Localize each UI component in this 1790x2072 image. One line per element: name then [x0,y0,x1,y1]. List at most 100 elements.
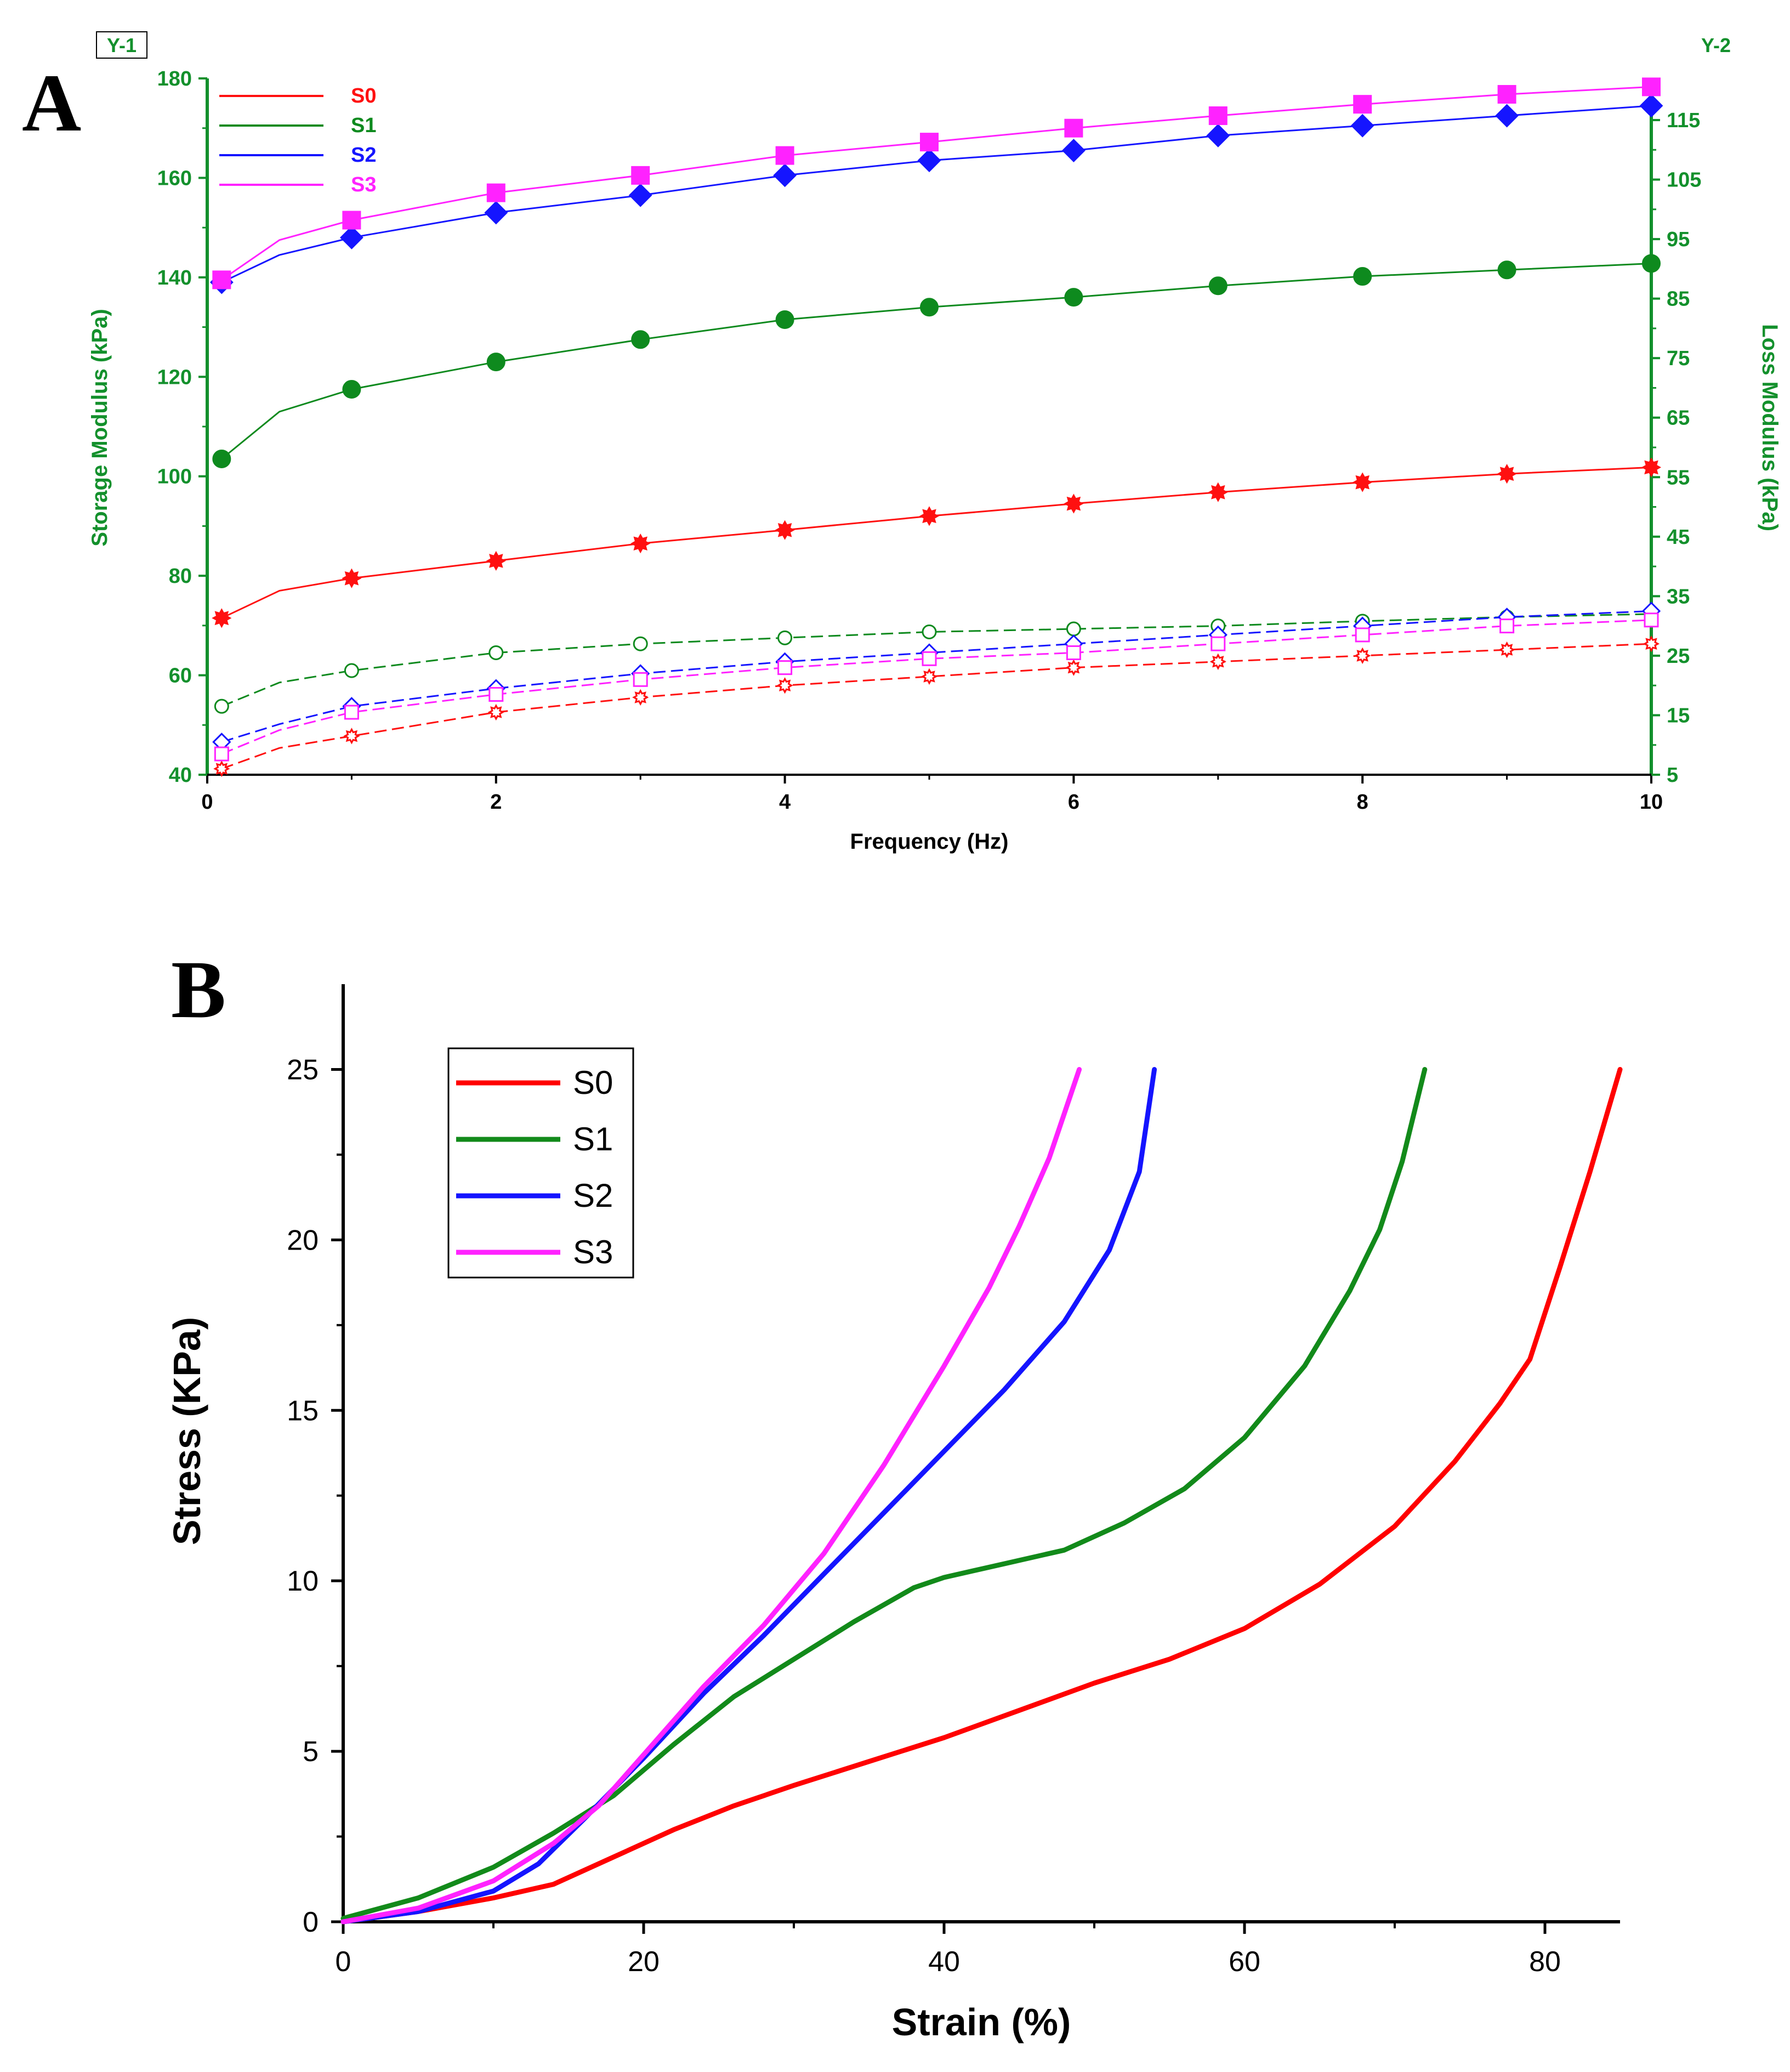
a-data-point-s1-storage [1064,288,1083,307]
a-y1-axis-title: Storage Modulus (kPa) [88,309,112,546]
a-data-point-s1-storage [775,310,794,329]
a-legend: S0 S1 S2 S3 [219,84,376,196]
a-data-point-s2-storage [917,149,941,173]
a-legend-label-s2: S2 [351,144,376,167]
a-y2-tick-label: 15 [1667,704,1690,727]
a-data-point-s1-loss [488,645,504,660]
a-y1-tick-label: 100 [157,466,192,489]
a-x-tick-label: 2 [490,791,502,814]
a-data-point-s1-storage [1642,254,1661,273]
a-data-point-s0-loss [343,728,360,745]
a-series-line-s3-storage [221,86,1652,281]
a-y2-tick-label: 75 [1667,347,1690,370]
a-x-tick-label: 8 [1357,791,1368,814]
a-y2-tick-label: 55 [1667,466,1690,489]
a-data-point-s0-storage [1641,457,1662,478]
b-ticks: 0 20 40 60 80 0 5 10 15 20 25 [287,1054,1561,1978]
a-y2-tick-label: 25 [1667,645,1690,668]
a-data-point-s0-storage [775,520,795,540]
b-y-tick-label: 15 [287,1395,319,1427]
b-legend-label-s1: S1 [573,1121,613,1157]
b-legend-label-s2: S2 [573,1177,613,1214]
a-x-axis-title: Frequency (Hz) [850,830,1009,854]
a-data-point-s2-storage [1206,123,1230,147]
a-series-line-s0-storage [221,466,1652,619]
a-data-point-s0-loss [1209,653,1226,670]
a-data-point-s0-storage [212,608,232,628]
b-series-line-s0 [340,1067,1623,1925]
a-series-line-s1-storage [221,263,1652,460]
a-y2-tick-label: 35 [1667,585,1690,608]
a-data-point-s1-loss [777,630,793,645]
a-y2-tick-label: 5 [1667,764,1678,787]
a-series-line-s2-storage [221,105,1652,283]
b-series-line-s3 [340,1067,1082,1925]
a-data-point-s3-loss [1644,612,1659,628]
a-data-point-s0-storage [342,568,362,588]
b-y-tick-label: 25 [287,1054,319,1086]
a-data-point-s0-storage [1353,472,1373,492]
panel-a-letter: A [22,58,81,149]
b-series-line-s2 [340,1067,1157,1925]
a-data-point-s1-loss [344,663,359,678]
b-x-tick-label: 0 [336,1946,351,1978]
a-data-point-s0-loss [776,677,793,694]
a-data-point-s3-storage [1208,106,1228,126]
a-data-point-s3-loss [1066,645,1081,660]
a-y1-tick-label: 120 [157,366,192,389]
b-y-tick-label: 5 [303,1736,319,1768]
a-data-point-s1-loss [1066,621,1081,637]
a-data-point-s2-storage [628,183,652,207]
b-x-tick-label: 60 [1229,1946,1260,1978]
a-data-point-s0-loss [1354,647,1371,665]
a-data-point-s0-loss [1643,635,1660,652]
a-data-point-s3-storage [342,211,361,230]
a-data-point-s3-loss [1499,618,1515,634]
a-series-markers [209,77,1663,777]
b-legend-box [447,1047,634,1279]
y1-tag: Y-1 [107,34,137,56]
a-data-point-s1-loss [922,624,937,639]
a-y2-axis-title: Loss Modulus (kPa) [1758,324,1782,531]
panel-a-chart: A Y-1 Y-2 0 2 4 6 8 10 40 60 80 100 120 140 160 180 5 1… [22,31,1782,854]
a-y1-tick-label: 40 [169,764,192,787]
a-data-point-s0-storage [486,550,506,571]
a-data-point-s3-loss [214,746,229,762]
a-x-tick-label: 4 [779,791,791,814]
a-data-point-s1-storage [1353,267,1372,286]
a-data-point-s3-loss [633,672,648,687]
a-y2-tick-label: 105 [1667,169,1701,192]
a-legend-label-s1: S1 [351,114,376,137]
a-data-point-s0-storage [919,506,940,526]
a-y1-tick-label: 140 [157,266,192,289]
a-y1-tick-label: 80 [169,565,192,588]
a-data-point-s3-storage [631,166,650,185]
b-series-line-s1 [340,1067,1428,1921]
b-y-axis-title: Stress (KPa) [166,1317,208,1545]
a-data-point-s2-storage [773,163,797,188]
a-y2-tick-label: 115 [1667,109,1700,132]
a-y2-tick-label: 65 [1667,407,1690,430]
a-data-point-s1-storage [486,353,505,372]
b-series-lines [340,1067,1623,1925]
a-y2-tick-label: 85 [1667,288,1690,311]
a-data-point-s3-loss [1211,636,1226,651]
b-legend: S0 S1 S2 S3 [447,1047,634,1279]
a-y2-tick-label: 95 [1667,228,1690,251]
a-data-point-s0-loss [213,760,230,777]
a-y1-tick-label: 60 [169,665,192,688]
panel-b-letter: B [171,944,226,1035]
a-data-point-s2-storage [1495,104,1519,128]
a-data-point-s3-storage [212,270,231,289]
a-data-point-s2-storage [484,201,508,225]
a-series-line-s1-loss [221,613,1652,707]
a-ticks: 0 2 4 6 8 10 40 60 80 100 120 140 160 180 5 15 25 35 45 55 6… [157,67,1702,814]
a-data-point-s2-storage [1061,139,1086,162]
a-legend-label-s3: S3 [351,173,376,196]
a-data-point-s3-storage [920,133,939,152]
b-legend-label-s3: S3 [573,1234,613,1270]
b-legend-label-s0: S0 [573,1064,613,1101]
a-data-point-s1-storage [212,449,231,468]
a-data-point-s0-storage [1208,482,1228,502]
